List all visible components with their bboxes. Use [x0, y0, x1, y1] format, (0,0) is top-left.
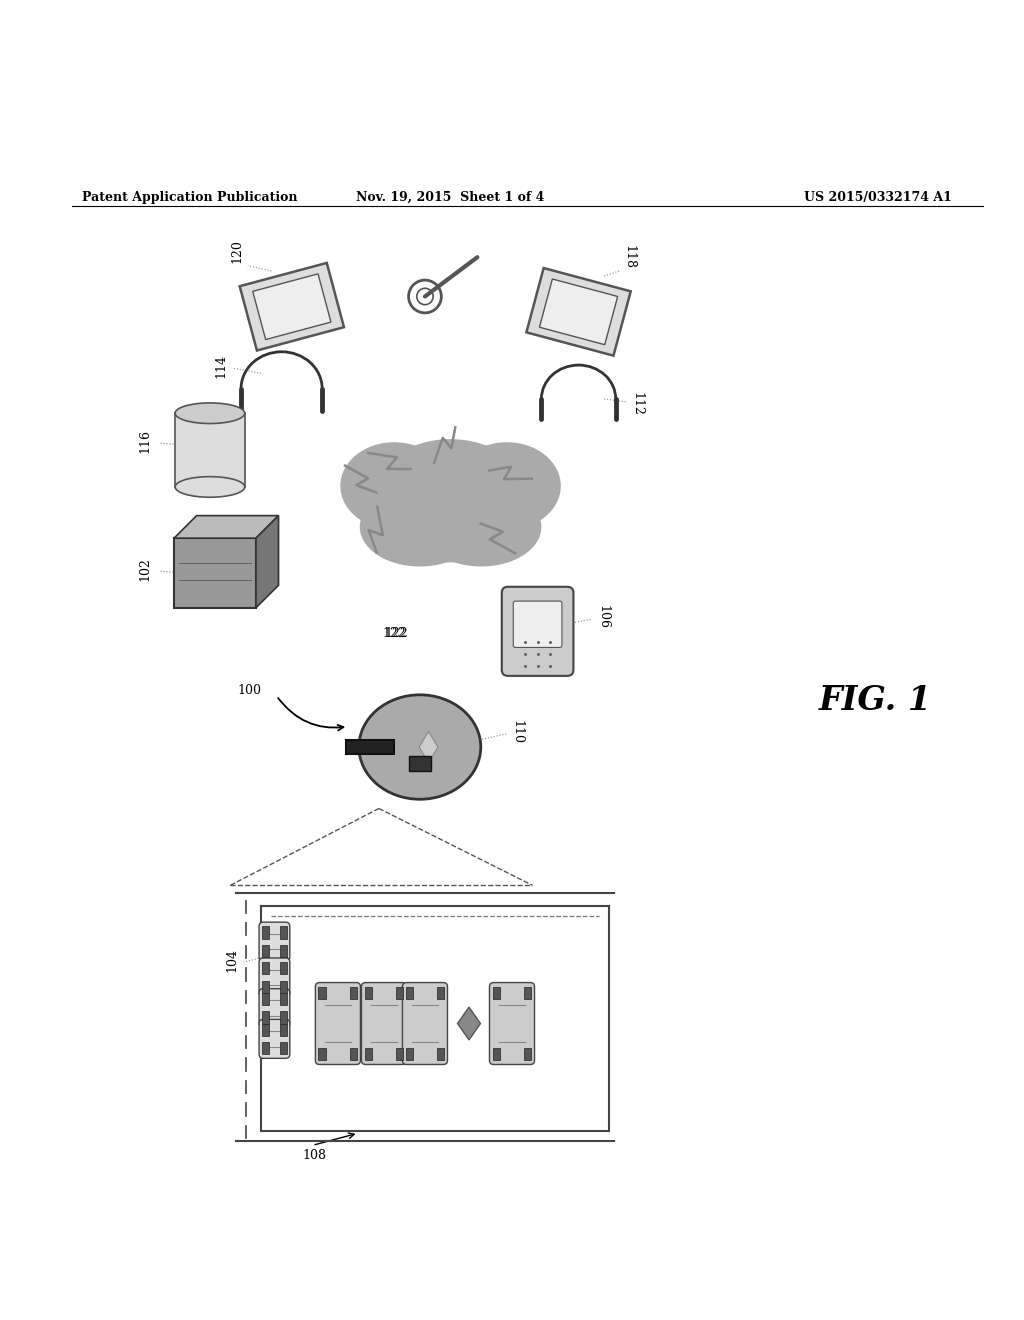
FancyBboxPatch shape — [361, 982, 407, 1064]
Ellipse shape — [341, 444, 447, 529]
Text: 120: 120 — [230, 239, 244, 263]
Text: Patent Application Publication: Patent Application Publication — [82, 190, 297, 203]
Bar — [280, 1023, 287, 1036]
Bar — [262, 962, 269, 974]
Text: Nov. 19, 2015  Sheet 1 of 4: Nov. 19, 2015 Sheet 1 of 4 — [356, 190, 545, 203]
Bar — [280, 1041, 287, 1055]
Text: US 2015/0332174 A1: US 2015/0332174 A1 — [805, 190, 952, 203]
Bar — [493, 1048, 500, 1060]
Bar — [262, 981, 269, 993]
Bar — [493, 986, 500, 999]
Text: 106: 106 — [596, 605, 609, 630]
FancyBboxPatch shape — [489, 982, 535, 1064]
Polygon shape — [174, 539, 256, 607]
FancyBboxPatch shape — [402, 982, 447, 1064]
FancyBboxPatch shape — [502, 587, 573, 676]
Bar — [365, 1048, 372, 1060]
Text: 100: 100 — [238, 684, 261, 697]
Bar — [350, 986, 357, 999]
Text: 108: 108 — [302, 1150, 326, 1163]
Bar — [524, 986, 531, 999]
Bar — [262, 1023, 269, 1036]
Text: 122: 122 — [382, 627, 406, 640]
Text: 112: 112 — [631, 392, 644, 416]
Text: 110: 110 — [510, 719, 523, 743]
Bar — [280, 981, 287, 993]
Bar — [410, 756, 431, 771]
FancyBboxPatch shape — [259, 923, 290, 961]
Bar — [365, 986, 372, 999]
Bar — [318, 986, 326, 999]
Text: 104: 104 — [225, 948, 239, 972]
Bar — [524, 1048, 531, 1060]
Ellipse shape — [387, 488, 514, 562]
Polygon shape — [175, 413, 245, 487]
Polygon shape — [540, 279, 617, 345]
Bar — [280, 962, 287, 974]
Text: 122: 122 — [384, 627, 408, 640]
FancyBboxPatch shape — [259, 1019, 290, 1059]
Bar — [318, 1048, 326, 1060]
Bar — [396, 1048, 403, 1060]
Text: 118: 118 — [623, 244, 636, 269]
Ellipse shape — [360, 488, 479, 566]
Bar — [437, 986, 444, 999]
FancyBboxPatch shape — [259, 989, 290, 1027]
Bar — [280, 945, 287, 957]
Ellipse shape — [358, 694, 481, 800]
Polygon shape — [256, 516, 279, 607]
Bar — [262, 993, 269, 1005]
Bar — [280, 1011, 287, 1023]
Polygon shape — [419, 731, 438, 763]
Polygon shape — [240, 263, 344, 351]
Bar — [262, 945, 269, 957]
Bar — [396, 986, 403, 999]
Ellipse shape — [422, 488, 541, 566]
Polygon shape — [174, 516, 279, 539]
Bar — [280, 993, 287, 1005]
Ellipse shape — [175, 477, 245, 498]
Bar — [406, 986, 413, 999]
FancyBboxPatch shape — [315, 982, 360, 1064]
Polygon shape — [253, 273, 331, 339]
Polygon shape — [458, 1007, 480, 1040]
Bar — [262, 1011, 269, 1023]
Text: 114: 114 — [214, 354, 227, 378]
Text: 116: 116 — [138, 429, 152, 453]
Text: FIG. 1: FIG. 1 — [819, 685, 932, 718]
Polygon shape — [346, 741, 393, 754]
Text: 102: 102 — [138, 557, 152, 581]
Bar — [406, 1048, 413, 1060]
Ellipse shape — [374, 440, 527, 553]
FancyBboxPatch shape — [513, 601, 562, 647]
Ellipse shape — [454, 444, 560, 529]
Bar — [262, 927, 269, 939]
Bar — [437, 1048, 444, 1060]
Ellipse shape — [175, 403, 245, 424]
Polygon shape — [526, 268, 631, 355]
Bar — [280, 927, 287, 939]
FancyBboxPatch shape — [259, 958, 290, 997]
Bar — [350, 1048, 357, 1060]
Bar — [262, 1041, 269, 1055]
